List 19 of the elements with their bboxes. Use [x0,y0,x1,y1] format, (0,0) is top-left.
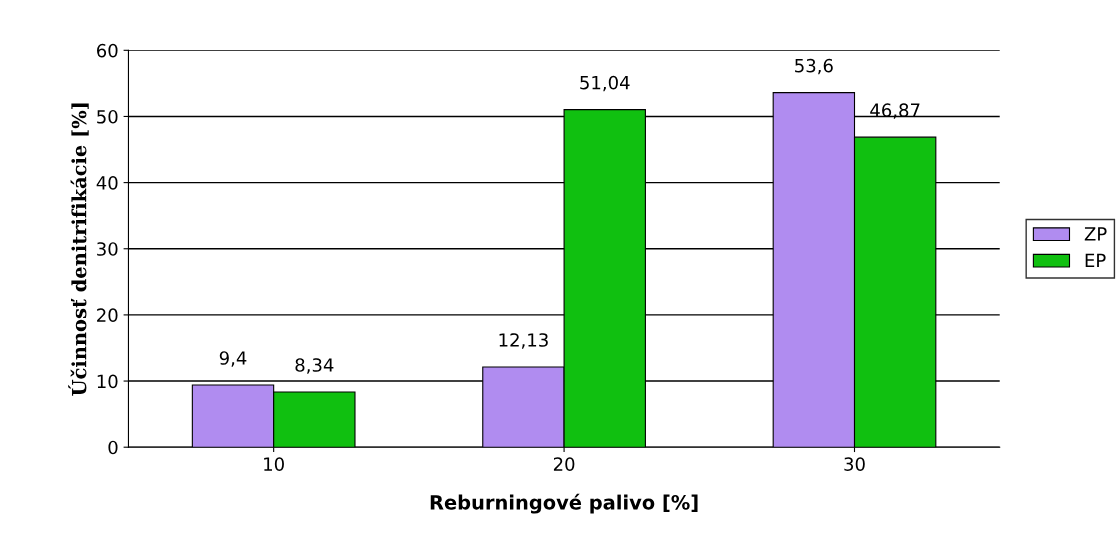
data-label: 12,13 [499,333,548,349]
x-tick-label: 10 [264,457,284,471]
data-label: 8,34 [295,358,334,374]
data-label: 9,4 [219,351,247,367]
legend-label: ZP [1084,227,1107,241]
y-tick-label: 60 [97,43,118,58]
x-axis-title: Reburningové palivo [%] [430,493,698,514]
y-axis-title: Účinnosť denitrifikácie [%] [68,103,89,396]
x-tick-label: 30 [844,457,865,471]
y-tick-label: 40 [96,176,118,190]
y-tick-label: 0 [108,440,118,455]
y-tick-label: 30 [97,242,118,256]
y-tick-label: 10 [97,374,118,389]
y-tick-label: 50 [97,109,118,124]
y-tick-label: 20 [97,308,118,323]
legend-label: EP [1085,253,1106,267]
data-label: 53,6 [795,58,833,75]
data-label: 51,04 [580,75,630,92]
x-tick-label: 20 [553,457,575,471]
